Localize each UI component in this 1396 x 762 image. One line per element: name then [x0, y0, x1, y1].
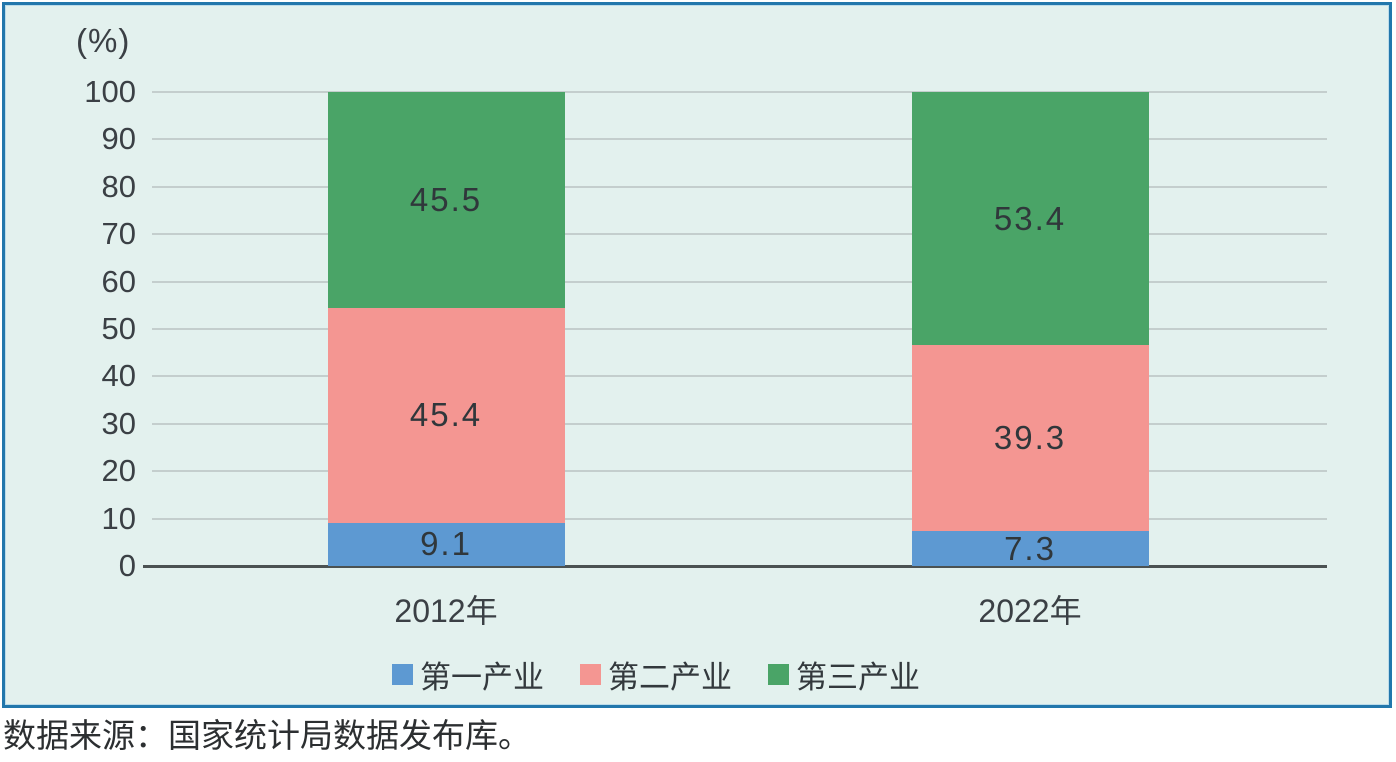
- gridline: [152, 91, 1327, 93]
- gridline: [152, 185, 1327, 188]
- x-category-label: 2022年: [978, 593, 1082, 629]
- segment-value-label: 45.5: [409, 180, 483, 218]
- gridline: [152, 517, 1327, 520]
- y-tick-label: 100: [84, 74, 136, 109]
- gridline: [152, 470, 1327, 473]
- y-tick-label: 80: [101, 168, 136, 204]
- bar-segment-第一产业: 9.1: [327, 522, 565, 566]
- legend-swatch-icon: [768, 664, 789, 685]
- gridline: [152, 233, 1327, 236]
- gridline: [152, 138, 1327, 141]
- legend: 第一产业 第二产业 第三产业: [392, 652, 920, 697]
- y-tick-label: 10: [101, 500, 136, 536]
- legend-item-第一产业: 第一产业: [392, 652, 544, 697]
- y-tick-label: 40: [101, 358, 136, 394]
- segment-value-label: 45.4: [409, 396, 483, 434]
- bar-segment-第三产业: 45.5: [327, 92, 565, 308]
- legend-swatch-icon: [580, 664, 601, 685]
- legend-label: 第一产业: [420, 660, 544, 695]
- bar-segment-第二产业: 45.4: [327, 307, 565, 523]
- y-tick-label: 30: [101, 405, 136, 441]
- y-tick-label: 70: [101, 216, 136, 252]
- y-tick-label: 50: [101, 311, 136, 346]
- legend-label: 第三产业: [796, 660, 920, 695]
- segment-value-label: 9.1: [420, 525, 472, 563]
- y-tick-label: 0: [118, 548, 136, 583]
- legend-item-第二产业: 第二产业: [580, 652, 732, 697]
- legend-swatch-icon: [392, 664, 413, 685]
- y-tick-label: 90: [101, 121, 136, 157]
- bar-segment-第一产业: 7.3: [911, 529, 1149, 567]
- segment-value-label: 39.3: [993, 419, 1067, 457]
- gridline: [152, 422, 1327, 425]
- stacked-bar-2022年: 53.4 39.3 7.3: [911, 92, 1149, 567]
- bar-segment-第二产业: 39.3: [911, 345, 1149, 532]
- y-axis-unit-label: (%): [76, 22, 131, 59]
- y-tick-label: 20: [101, 453, 136, 489]
- legend-item-第三产业: 第三产业: [768, 652, 920, 697]
- source-note: 数据来源：国家统计局数据发布库。: [3, 717, 531, 754]
- y-tick-label: 60: [101, 263, 136, 299]
- x-category-label: 2012年: [394, 593, 498, 629]
- x-axis-line: [143, 565, 1327, 568]
- stacked-bar-2012年: 45.5 45.4 9.1: [327, 92, 565, 566]
- gridline: [152, 280, 1327, 283]
- segment-value-label: 7.3: [1004, 529, 1056, 567]
- segment-value-label: 53.4: [993, 199, 1067, 237]
- gridline: [152, 375, 1327, 378]
- gridline: [152, 328, 1327, 330]
- chart-frame: [2, 2, 1392, 708]
- bar-segment-第三产业: 53.4: [911, 92, 1149, 346]
- legend-label: 第二产业: [608, 660, 732, 695]
